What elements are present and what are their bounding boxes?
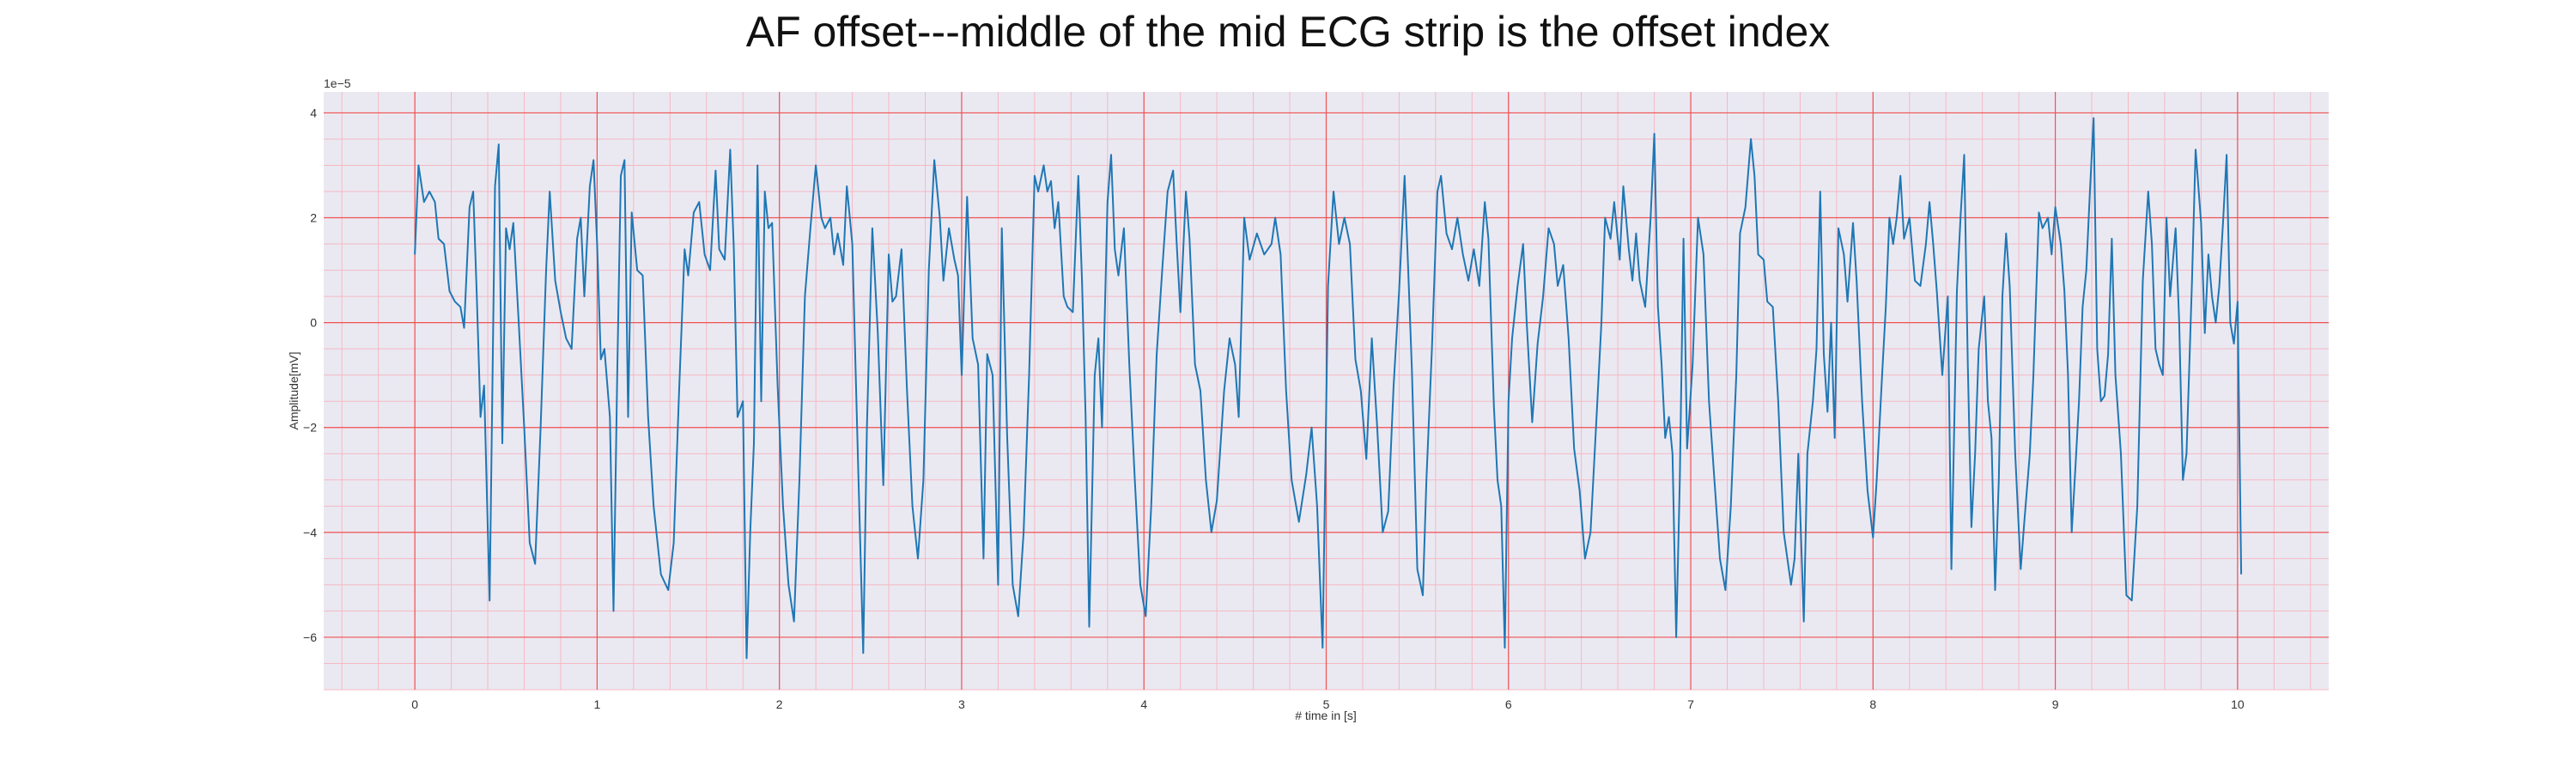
x-tick-label: 6: [1505, 697, 1512, 711]
x-tick-label: 0: [411, 697, 418, 711]
y-tick-label: −4: [303, 526, 317, 539]
y-scale-label: 1e−5: [324, 76, 351, 90]
y-tick-label: 0: [310, 316, 317, 330]
x-tick-labels: 0 1 2 3 4 5 6 7 8 9 10: [411, 697, 2245, 711]
x-tick-label: 7: [1687, 697, 1694, 711]
x-tick-label: 5: [1323, 697, 1330, 711]
y-tick-label: 4: [310, 106, 317, 119]
y-tick-label: −2: [303, 421, 317, 435]
x-tick-label: 2: [776, 697, 783, 711]
x-tick-label: 3: [958, 697, 965, 711]
x-tick-label: 10: [2231, 697, 2245, 711]
x-axis-label: # time in [s]: [1295, 709, 1357, 722]
y-tick-labels: −6 −4 −2 0 2 4: [303, 106, 317, 644]
ecg-signal-line: [414, 117, 2243, 660]
series-layer: [414, 117, 2243, 660]
chart-title: AF offset---middle of the mid ECG strip …: [745, 8, 1831, 56]
x-tick-label: 4: [1140, 697, 1147, 711]
x-tick-label: 9: [2052, 697, 2059, 711]
x-tick-label: 8: [1869, 697, 1876, 711]
x-tick-label: 1: [594, 697, 601, 711]
y-tick-label: −6: [303, 630, 317, 644]
y-axis-label: Amplitude[mV]: [287, 351, 301, 429]
y-tick-label: 2: [310, 211, 317, 225]
